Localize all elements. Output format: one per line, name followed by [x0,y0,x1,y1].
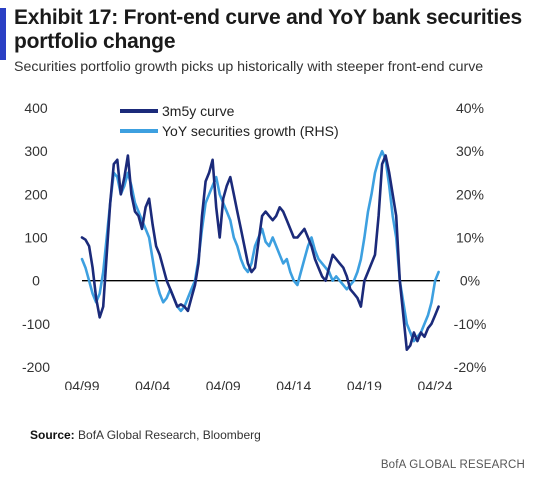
y-right-tick-label: -20% [454,359,487,375]
title-accent-bar [0,8,6,60]
y-right-tick-label: 20% [456,186,484,202]
y-left-tick-label: 100 [24,230,48,246]
y-left-tick-label: 300 [24,143,48,159]
source-text: BofA Global Research, Bloomberg [78,428,261,442]
chart-title: Exhibit 17: Front-end curve and YoY bank… [14,6,522,53]
legend-yoy-growth-label: YoY securities growth (RHS) [162,123,339,139]
y-left-tick-label: 0 [32,273,40,289]
line-chart: 400 300 200 100 0 -100 -200 40% 30% 20% 10% 0% -10% -… [22,100,487,390]
source-note: Source: BofA Global Research, Bloomberg [30,428,261,442]
x-tick-label: 04/24 [418,378,453,390]
series-line-yoy-securities-growth [80,149,440,343]
y-right-tick-label: 0% [460,273,480,289]
legend-3m5y-curve-label: 3m5y curve [162,103,235,119]
y-left-tick-label: -100 [22,316,50,332]
y-right-tick-label: -10% [454,316,487,332]
x-tick-label: 04/09 [206,378,241,390]
y-left-tick-label: -200 [22,359,50,375]
y-right-tick-label: 30% [456,143,484,159]
series-line-3m5y-curve [80,154,440,352]
source-label: Source: [30,428,75,442]
y-left-tick-label: 400 [24,100,48,116]
x-tick-label: 04/04 [135,378,170,390]
x-tick-label: 04/99 [64,378,99,390]
x-tick-label: 04/14 [276,378,311,390]
y-right-tick-label: 10% [456,230,484,246]
y-left-tick-label: 200 [24,186,48,202]
y-right-tick-label: 40% [456,100,484,116]
brand-footer: BofA GLOBAL RESEARCH [380,459,525,471]
chart-subtitle: Securities portfolio growth picks up his… [14,59,484,75]
x-tick-label: 04/19 [347,378,382,390]
